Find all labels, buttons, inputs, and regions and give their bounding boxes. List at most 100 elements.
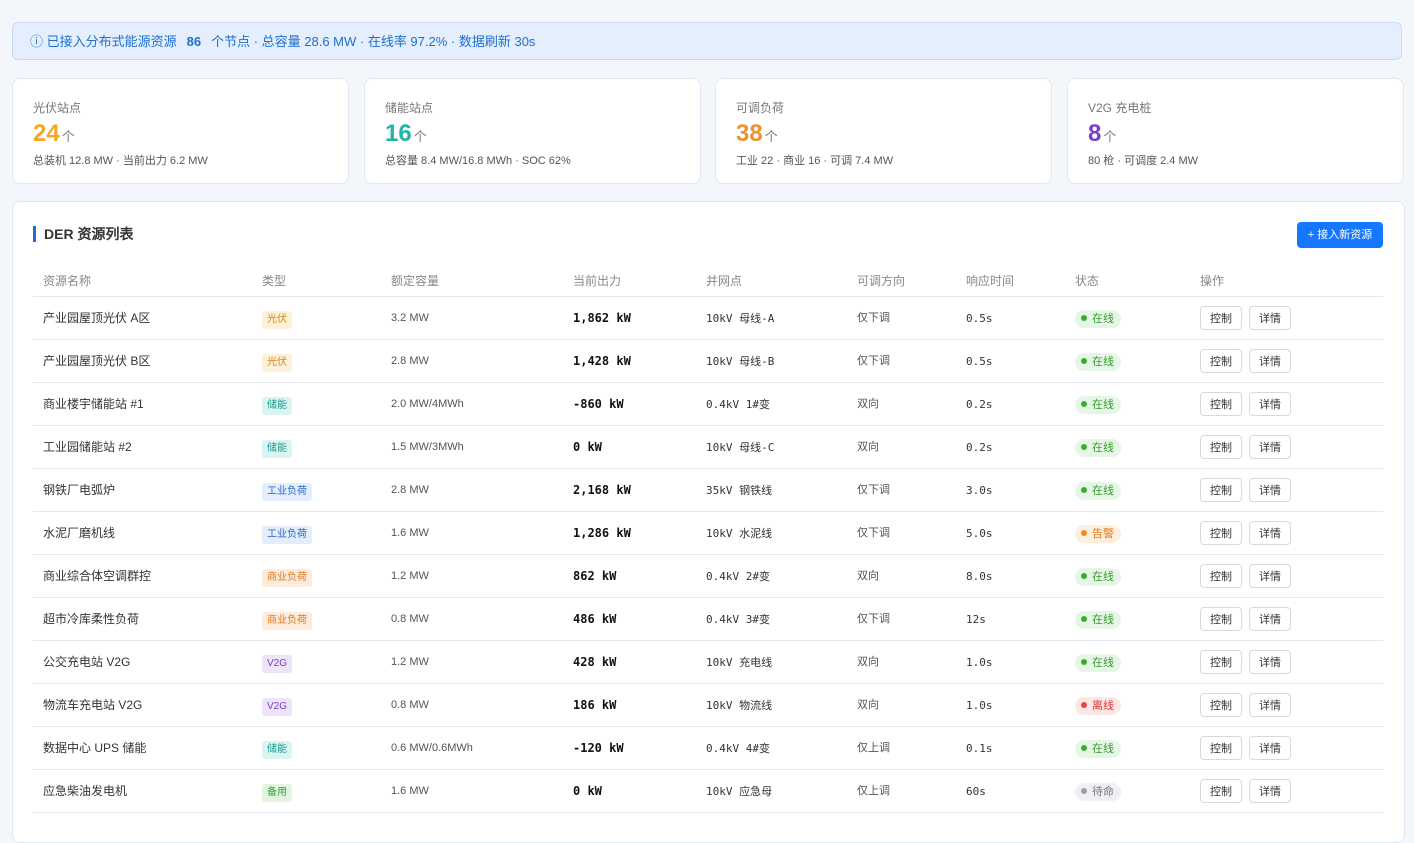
cell: 在线	[1075, 352, 1121, 371]
resource-name: 应急柴油发电机	[43, 784, 128, 798]
type-tag: 商业负荷	[262, 569, 312, 587]
action-button[interactable]: 控制	[1200, 650, 1242, 674]
grid-node: 0.4kV 2#变	[706, 570, 770, 583]
grid-node: 0.4kV 3#变	[706, 613, 770, 626]
cell: 仅下调	[857, 524, 890, 542]
action-button[interactable]: 控制	[1200, 693, 1242, 717]
action-button[interactable]: 控制	[1200, 564, 1242, 588]
type-tag: 备用	[262, 784, 292, 802]
direction: 仅下调	[857, 613, 890, 625]
action-button[interactable]: 控制	[1200, 607, 1242, 631]
row-divider	[33, 683, 1383, 684]
action-button[interactable]: 控制	[1200, 478, 1242, 502]
action-button[interactable]: 详情	[1249, 478, 1291, 502]
column-header: 并网点	[706, 274, 743, 288]
capacity: 1.2 MW	[391, 656, 429, 668]
action-button[interactable]: 详情	[1249, 349, 1291, 373]
grid-node: 10kV 母线-A	[706, 312, 775, 325]
row-divider	[33, 769, 1383, 770]
response-time: 0.1s	[966, 742, 993, 755]
cell: 商业负荷	[262, 567, 312, 587]
action-button[interactable]: 详情	[1249, 564, 1291, 588]
action-button[interactable]: 控制	[1200, 435, 1242, 459]
row-divider	[33, 511, 1383, 512]
cell: 1.0s	[966, 696, 993, 714]
cell: 储能	[262, 739, 292, 759]
cell: 0 kW	[573, 438, 602, 456]
cell: 35kV 钢铁线	[706, 481, 772, 499]
current-output: -120 kW	[573, 741, 624, 755]
action-button[interactable]: 详情	[1249, 779, 1291, 803]
cell: 60s	[966, 782, 986, 800]
grid-node: 10kV 水泥线	[706, 527, 773, 540]
action-button[interactable]: 详情	[1249, 736, 1291, 760]
action-button[interactable]: 详情	[1249, 435, 1291, 459]
cell: 在线	[1075, 395, 1121, 414]
cell: 在线	[1075, 610, 1121, 629]
capacity: 0.6 MW/0.6MWh	[391, 742, 473, 754]
direction: 仅上调	[857, 785, 890, 797]
type-tag: 储能	[262, 397, 292, 415]
cell: 仅下调	[857, 610, 890, 628]
card-number: 24 个	[33, 120, 328, 148]
capacity: 2.0 MW/4MWh	[391, 398, 464, 410]
action-button[interactable]: 控制	[1200, 392, 1242, 416]
card-detail: 总装机 12.8 MW · 当前出力 6.2 MW	[33, 155, 208, 167]
capacity: 1.6 MW	[391, 527, 429, 539]
cell: 0.4kV 4#变	[706, 739, 770, 757]
cell: 2.8 MW	[391, 481, 429, 499]
cell: 备用	[262, 782, 292, 802]
cell: 双向	[857, 653, 879, 671]
type-tag: 光伏	[262, 354, 292, 372]
type-tag: 光伏	[262, 311, 292, 329]
action-button[interactable]: 详情	[1249, 392, 1291, 416]
cell: 在线	[1075, 481, 1121, 500]
cell: 产业园屋顶光伏 A区	[43, 309, 150, 327]
cell: 1.6 MW	[391, 782, 429, 800]
action-button[interactable]: 控制	[1200, 736, 1242, 760]
cell: 2.8 MW	[391, 352, 429, 370]
action-button[interactable]: 详情	[1249, 650, 1291, 674]
current-output: 1,862 kW	[573, 311, 631, 325]
info-banner: ⓘ 已接入分布式能源资源 86 个节点 · 总容量 28.6 MW · 在线率 97…	[12, 22, 1402, 60]
cell: 12s	[966, 610, 986, 628]
action-button[interactable]: 控制	[1200, 306, 1242, 330]
grid-node: 10kV 应急母	[706, 785, 773, 798]
cell: 双向	[857, 438, 879, 456]
cell: 在线	[1075, 567, 1121, 586]
cell: 862 kW	[573, 567, 616, 585]
direction: 双向	[857, 699, 879, 711]
cell: 储能	[262, 395, 292, 415]
cell: 告警	[1075, 524, 1121, 543]
cell: 486 kW	[573, 610, 616, 628]
direction: 双向	[857, 656, 879, 668]
cell: 商业负荷	[262, 610, 312, 630]
resource-name: 公交充电站 V2G	[43, 655, 131, 669]
add-button[interactable]: + 接入新资源	[1297, 222, 1383, 248]
cell: 仅上调	[857, 739, 890, 757]
action-button[interactable]: 详情	[1249, 693, 1291, 717]
action-button[interactable]: 控制	[1200, 521, 1242, 545]
row-divider	[33, 812, 1383, 813]
action-button[interactable]: 详情	[1249, 521, 1291, 545]
current-output: 1,428 kW	[573, 354, 631, 368]
type-tag: 储能	[262, 741, 292, 759]
response-time: 1.0s	[966, 656, 993, 669]
banner-count: 86	[186, 34, 202, 49]
response-time: 12s	[966, 613, 986, 626]
action-button[interactable]: 控制	[1200, 779, 1242, 803]
stat-card: 储能站点 16 个总容量 8.4 MW/16.8 MWh · SOC 62%	[364, 78, 701, 184]
current-output: -860 kW	[573, 397, 624, 411]
card-detail: 80 枪 · 可调度 2.4 MW	[1088, 155, 1199, 167]
response-time: 0.2s	[966, 441, 993, 454]
cell: 仅下调	[857, 481, 890, 499]
cell: 0.4kV 3#变	[706, 610, 770, 628]
current-output: 862 kW	[573, 569, 617, 583]
direction: 双向	[857, 441, 879, 453]
capacity: 1.5 MW/3MWh	[391, 441, 464, 453]
column-header: 当前出力	[573, 274, 622, 288]
action-button[interactable]: 详情	[1249, 607, 1291, 631]
action-button[interactable]: 控制	[1200, 349, 1242, 373]
action-button[interactable]: 详情	[1249, 306, 1291, 330]
cell: 1.0s	[966, 653, 993, 671]
